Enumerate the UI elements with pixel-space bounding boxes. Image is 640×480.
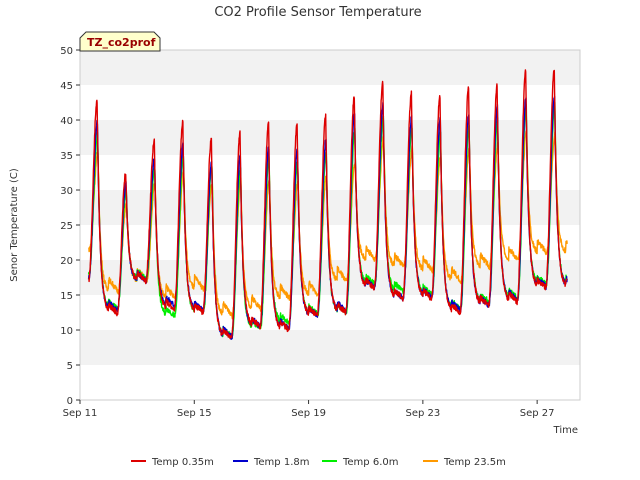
badge-label: TZ_co2prof bbox=[87, 36, 156, 49]
series-lines bbox=[87, 69, 568, 340]
y-tick-label: 15 bbox=[60, 291, 73, 302]
legend-label: Temp 23.5m bbox=[443, 457, 506, 468]
chart-title: CO2 Profile Sensor Temperature bbox=[214, 5, 421, 20]
x-axis: Sep 11 Sep 15 Sep 19 Sep 23 Sep 27 bbox=[63, 400, 555, 419]
badge-box bbox=[79, 31, 161, 52]
y-tick-label: 20 bbox=[60, 256, 73, 267]
legend-label: Temp 0.35m bbox=[151, 457, 214, 468]
grid-band bbox=[80, 190, 580, 225]
x-axis-label: Time bbox=[553, 425, 578, 436]
grid-band bbox=[80, 365, 580, 400]
grid-band bbox=[80, 50, 580, 85]
x-tick-label: Sep 23 bbox=[405, 408, 440, 419]
y-tick-label: 25 bbox=[60, 221, 73, 232]
y-tick-label: 35 bbox=[60, 151, 73, 162]
grid-band bbox=[80, 330, 580, 365]
y-tick-label: 40 bbox=[60, 116, 73, 127]
x-tick-label: Sep 27 bbox=[520, 408, 555, 419]
y-axis: 0 5 10 15 20 25 30 35 40 45 50 bbox=[60, 46, 80, 407]
series-line-temp-0-35m bbox=[87, 69, 568, 340]
y-axis-label: Senor Temperature (C) bbox=[9, 168, 20, 282]
y-tick-label: 0 bbox=[67, 396, 73, 407]
grid-band bbox=[80, 295, 580, 330]
legend-label: Temp 6.0m bbox=[342, 457, 398, 468]
badge: TZ_co2prof bbox=[79, 31, 161, 52]
y-tick-label: 50 bbox=[60, 46, 73, 57]
grid-bands bbox=[80, 50, 580, 400]
y-tick-label: 30 bbox=[60, 186, 73, 197]
grid-band bbox=[80, 85, 580, 120]
legend: Temp 0.35m Temp 1.8m Temp 6.0m Temp 23.5m bbox=[131, 457, 506, 468]
x-tick-label: Sep 11 bbox=[63, 408, 98, 419]
x-tick-label: Sep 19 bbox=[291, 408, 326, 419]
legend-label: Temp 1.8m bbox=[253, 457, 309, 468]
y-tick-label: 5 bbox=[67, 361, 73, 372]
x-tick-label: Sep 15 bbox=[177, 408, 212, 419]
y-tick-label: 45 bbox=[60, 81, 73, 92]
y-tick-label: 10 bbox=[60, 326, 73, 337]
